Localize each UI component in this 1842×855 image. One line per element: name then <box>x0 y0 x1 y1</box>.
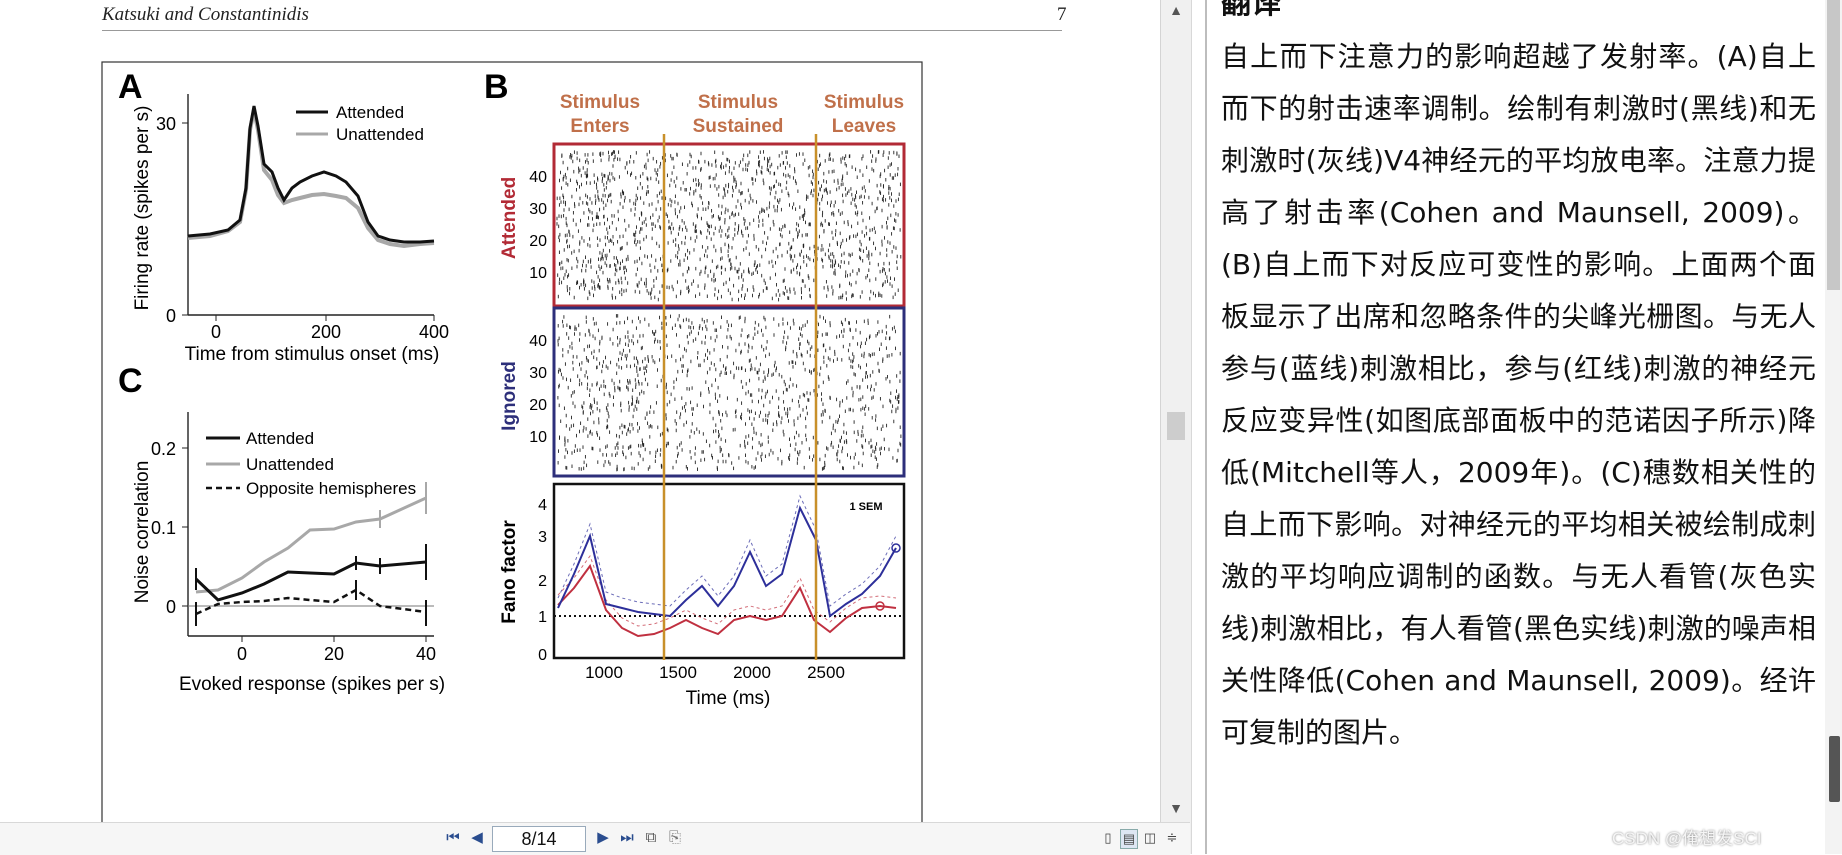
two-page-view-icon[interactable]: ◫ <box>1143 830 1157 845</box>
panel-a-ytick-0: 0 <box>166 306 176 326</box>
epoch-leaves-line2: Leaves <box>832 116 896 137</box>
header-rule <box>102 30 1062 31</box>
att-ytick-30: 30 <box>529 201 547 218</box>
epoch-sustained-line2: Sustained <box>693 116 784 137</box>
watermark: CSDN @俺想发SCI <box>1612 829 1762 848</box>
panel-c-unattended-line <box>195 496 427 594</box>
ign-ytick-30: 30 <box>529 365 547 382</box>
translation-heading: 翻译 <box>1221 0 1281 20</box>
panel-c-xtick-20: 20 <box>324 644 344 664</box>
fit-view-icon[interactable]: ≑ <box>1166 830 1178 845</box>
fano-ytick-1: 1 <box>538 609 547 626</box>
panel-c-xlabel: Evoked response (spikes per s) <box>179 674 445 695</box>
panel-b-epoch-labels: Stimulus Enters Stimulus Sustained Stimu… <box>560 92 904 137</box>
panel-a-xlabel: Time from stimulus onset (ms) <box>185 344 440 365</box>
paste-page-icon[interactable]: ⎘ <box>668 829 681 846</box>
copy-page-icon[interactable]: ⧉ <box>645 829 657 846</box>
raster-attended <box>556 150 902 302</box>
page-number-field[interactable]: 8/14 <box>492 826 586 852</box>
b-xtick-2500: 2500 <box>807 663 845 682</box>
panel-a-xtick-200: 200 <box>311 322 341 342</box>
ign-ytick-10: 10 <box>529 429 547 446</box>
att-ytick-10: 10 <box>529 265 547 282</box>
first-page-icon[interactable]: ⏮ <box>446 829 460 846</box>
translation-scrollbar[interactable] <box>1825 0 1842 854</box>
fano-frame <box>552 482 906 660</box>
fano-ytick-3: 3 <box>538 529 547 546</box>
figure: A 30 0 0 200 400 Firing rate (spikes per… <box>101 61 923 829</box>
attended-label: Attended <box>499 177 520 259</box>
b-xlabel: Time (ms) <box>686 688 771 709</box>
epoch-leaves-line1: Stimulus <box>824 92 904 113</box>
pdf-page: Katsuki and Constantinidis 7 A 30 0 0 20… <box>84 0 1144 829</box>
ign-ytick-40: 40 <box>529 333 547 350</box>
panel-c-ytick-02: 0.2 <box>151 439 176 459</box>
b-xtick-1000: 1000 <box>585 663 623 682</box>
scroll-edge-handle[interactable] <box>1829 736 1840 802</box>
panel-a-ylabel: Firing rate (spikes per s) <box>132 106 153 311</box>
fano-ytick-0: 0 <box>538 647 547 664</box>
b-xtick-2000: 2000 <box>733 663 771 682</box>
b-xtick-1500: 1500 <box>659 663 697 682</box>
panel-a-xtick-0: 0 <box>211 322 221 342</box>
panel-c-letter: C <box>118 362 143 400</box>
panel-a-legend-unattended: Unattended <box>336 125 424 144</box>
page-number-header: 7 <box>1057 4 1067 25</box>
fano-ylabel: Fano factor <box>499 520 520 624</box>
viewer-navigation-bar: ⏮ ◀ 8/14 ▶ ⏭ ⧉ ⎘ ▯ ▤ ◫ ≑ <box>0 822 1190 855</box>
attended-raster-frame <box>552 142 906 308</box>
translation-pane: 翻译 自上而下注意力的影响超越了发射率。(A)自上而下的射击速率调制。绘制有刺激… <box>1205 0 1842 854</box>
next-page-icon[interactable]: ▶ <box>597 829 609 846</box>
panel-c-xtick-40: 40 <box>416 644 436 664</box>
continuous-view-icon[interactable]: ▤ <box>1120 829 1138 849</box>
panel-a-plot: 30 0 0 200 400 Firing rate (spikes per s… <box>132 94 449 365</box>
scroll-down-icon[interactable]: ▼ <box>1169 800 1183 816</box>
translation-text: 自上而下注意力的影响超越了发射率。(A)自上而下的射击速率调制。绘制有刺激时(黑… <box>1221 40 1816 749</box>
pdf-viewer: Katsuki and Constantinidis 7 A 30 0 0 20… <box>84 0 1144 829</box>
fano-ytick-2: 2 <box>538 573 547 590</box>
att-ytick-40: 40 <box>529 169 547 186</box>
panel-a-legend-attended: Attended <box>336 103 404 122</box>
fano-ytick-4: 4 <box>538 497 547 514</box>
single-page-view-icon[interactable]: ▯ <box>1104 830 1112 845</box>
viewer-scroll-thumb[interactable] <box>1167 412 1185 440</box>
panel-a-letter: A <box>118 68 143 106</box>
ignored-label: Ignored <box>499 361 520 431</box>
prev-page-icon[interactable]: ◀ <box>471 829 483 846</box>
translation-pane-border <box>1205 0 1207 854</box>
panel-c-ytick-01: 0.1 <box>151 518 176 538</box>
panel-b-letter: B <box>484 68 509 106</box>
panel-a-attended-line <box>187 105 435 244</box>
viewer-vertical-scrollbar[interactable]: ▲ ▼ <box>1160 0 1192 854</box>
epoch-sustained-line1: Stimulus <box>698 92 778 113</box>
fano-sem-label: 1 SEM <box>849 501 882 513</box>
last-page-icon[interactable]: ⏭ <box>620 829 634 846</box>
panel-c-ylabel: Noise correlation <box>132 461 153 604</box>
page-header-authors: Katsuki and Constantinidis <box>102 4 309 25</box>
translation-scroll-thumb[interactable] <box>1827 0 1840 290</box>
panel-c-legend-attended: Attended <box>246 429 314 448</box>
panel-a-ytick-30: 30 <box>156 114 176 134</box>
panel-c-xtick-0: 0 <box>237 644 247 664</box>
epoch-enters-line2: Enters <box>570 116 629 137</box>
raster-ignored <box>557 314 902 472</box>
att-ytick-20: 20 <box>529 233 547 250</box>
panel-c-attended-line <box>194 560 427 602</box>
scroll-up-icon[interactable]: ▲ <box>1169 2 1183 18</box>
fano-ignored-line <box>557 505 897 618</box>
panel-a-xtick-400: 400 <box>419 322 449 342</box>
panel-c-plot: 0.2 0.1 0 0 20 40 Noise correlation Evok… <box>132 412 445 695</box>
panel-c-legend-unattended: Unattended <box>246 455 334 474</box>
panel-c-error-bars <box>195 544 427 626</box>
fano-attended-line <box>557 563 897 638</box>
panel-c-legend-opposite: Opposite hemispheres <box>246 479 416 498</box>
epoch-enters-line1: Stimulus <box>560 92 640 113</box>
ignored-raster-frame <box>552 306 906 478</box>
ign-ytick-20: 20 <box>529 397 547 414</box>
panel-c-opposite-line <box>195 588 427 616</box>
pane-splitter[interactable] <box>1191 0 1206 854</box>
panel-c-ytick-0: 0 <box>166 597 176 617</box>
